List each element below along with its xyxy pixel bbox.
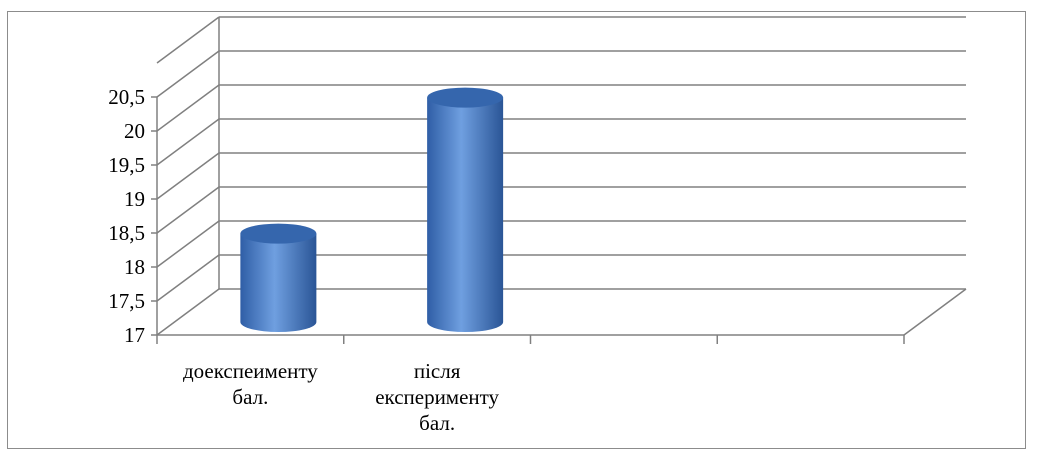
gridline-side [156,254,220,302]
category-label: експерименту [375,385,499,409]
y-tick-label: 17 [124,323,145,347]
floor-left-edge [156,288,220,336]
gridlines [156,16,967,336]
gridline-side [156,152,220,200]
y-tick-label: 17,5 [108,289,145,313]
category-label: бал. [232,385,268,409]
bar-cylinder-top [427,87,504,108]
category-label: бал. [419,411,455,435]
category-label: доекспеименту [183,359,318,383]
bar-cylinder-body [427,97,504,332]
bar-cylinder-top [240,223,317,244]
y-tick-labels: 17 17,5 18 18,5 19 19,5 20 20,5 [108,85,145,347]
gridline-side [156,118,220,166]
gridline-side [156,84,220,132]
gridline-side [156,50,220,98]
bars [240,87,504,332]
category-label: після [414,359,461,383]
gridline-side [156,220,220,268]
y-tick-label: 20 [124,119,145,143]
y-tick-label: 19,5 [108,153,145,177]
y-tick-label: 18 [124,255,145,279]
y-tick-label: 19 [124,187,145,211]
bar-cylinder-body [240,233,317,332]
chart-frame [7,11,1026,449]
y-tick-label: 18,5 [108,221,145,245]
gridline-side [156,16,220,64]
floor-right-edge [903,288,967,336]
y-tick-label: 20,5 [108,85,145,109]
axes [151,96,905,344]
gridline-side [156,186,220,234]
